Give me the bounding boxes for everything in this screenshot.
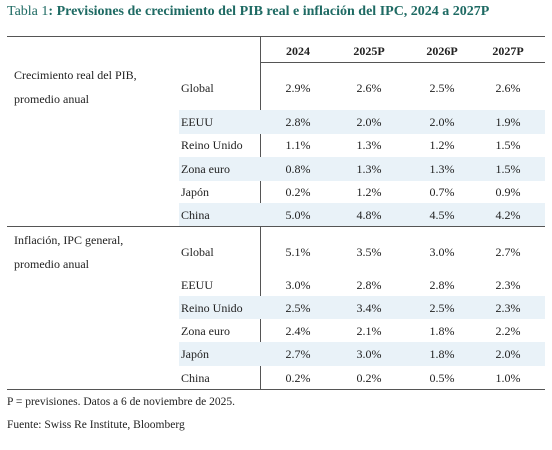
cell-value: 1.8% — [429, 324, 455, 338]
cell-value: 1.3% — [356, 162, 382, 176]
header-2027p: 2027P — [492, 44, 524, 58]
cell-value: 2.8% — [429, 278, 455, 292]
header-2025p: 2025P — [353, 44, 385, 58]
cell-value: 1.2% — [429, 138, 455, 152]
title-text: Previsiones de crecimiento del PIB real … — [56, 4, 490, 19]
cell-value: 3.5% — [356, 245, 382, 259]
row-region: Reino Unido — [181, 301, 243, 315]
cell-value: 2.0% — [429, 115, 455, 129]
cell-value: 4.8% — [356, 208, 382, 222]
cell-value: 0.9% — [495, 185, 521, 199]
row-region: Global — [181, 81, 214, 95]
cell-value: 2.7% — [495, 245, 521, 259]
row-region: China — [181, 208, 210, 222]
row-region: EEUU — [181, 278, 213, 292]
cell-value: 1.5% — [495, 138, 521, 152]
table-bottom-rule — [7, 389, 545, 390]
cell-value: 2.7% — [285, 347, 311, 361]
header-2024: 2024 — [286, 44, 310, 58]
row-region: Japón — [181, 185, 209, 199]
row-shade — [179, 110, 545, 134]
section-label-inflation: Inflación, IPC general, promedio anual — [14, 228, 174, 276]
row-region: China — [181, 371, 210, 385]
cell-value: 1.0% — [495, 371, 521, 385]
cell-value: 1.1% — [285, 138, 311, 152]
cell-value: 3.0% — [285, 278, 311, 292]
cell-value: 2.2% — [495, 324, 521, 338]
cell-value: 3.0% — [429, 245, 455, 259]
section-divider — [7, 226, 545, 227]
title-colon: : — [48, 4, 54, 19]
row-region: Zona euro — [181, 324, 230, 338]
row-shade — [179, 342, 545, 366]
row-shade — [179, 157, 545, 181]
cell-value: 2.8% — [356, 278, 382, 292]
cell-value: 1.5% — [495, 162, 521, 176]
row-region: Global — [181, 245, 214, 259]
cell-value: 0.2% — [285, 371, 311, 385]
cell-value: 2.5% — [285, 301, 311, 315]
cell-value: 2.9% — [285, 81, 311, 95]
header-2026p: 2026P — [426, 44, 458, 58]
cell-value: 2.1% — [356, 324, 382, 338]
row-shade — [179, 203, 545, 226]
cell-value: 0.5% — [429, 371, 455, 385]
cell-value: 5.1% — [285, 245, 311, 259]
cell-value: 2.3% — [495, 301, 521, 315]
cell-value: 2.4% — [285, 324, 311, 338]
cell-value: 0.2% — [356, 371, 382, 385]
table-number: Tabla 1 — [7, 4, 49, 19]
cell-value: 5.0% — [285, 208, 311, 222]
cell-value: 2.6% — [356, 81, 382, 95]
section-label-line: Crecimiento real del PIB, — [14, 68, 137, 82]
cell-value: 1.3% — [429, 162, 455, 176]
cell-value: 1.2% — [356, 185, 382, 199]
cell-value: 2.0% — [356, 115, 382, 129]
row-region: Reino Unido — [181, 138, 243, 152]
cell-value: 0.8% — [285, 162, 311, 176]
section-label-line: promedio anual — [14, 257, 89, 271]
cell-value: 2.5% — [429, 301, 455, 315]
cell-value: 2.8% — [285, 115, 311, 129]
section-label-line: Inflación, IPC general, — [14, 233, 124, 247]
cell-value: 3.4% — [356, 301, 382, 315]
table-title: Tabla 1: Previsiones de crecimiento del … — [7, 4, 489, 20]
row-region: EEUU — [181, 115, 213, 129]
cell-value: 1.8% — [429, 347, 455, 361]
cell-value: 4.2% — [495, 208, 521, 222]
cell-value: 2.5% — [429, 81, 455, 95]
cell-value: 1.9% — [495, 115, 521, 129]
row-region: Zona euro — [181, 162, 230, 176]
row-region: Japón — [181, 347, 209, 361]
footnote: P = previsiones. Datos a 6 de noviembre … — [7, 396, 236, 408]
cell-value: 0.7% — [429, 185, 455, 199]
cell-value: 3.0% — [356, 347, 382, 361]
cell-value: 4.5% — [429, 208, 455, 222]
section-label-line: promedio anual — [14, 92, 89, 106]
cell-value: 1.3% — [356, 138, 382, 152]
cell-value: 2.3% — [495, 278, 521, 292]
source-note: Fuente: Swiss Re Institute, Bloomberg — [7, 419, 185, 431]
row-shade — [179, 296, 545, 319]
header-rule — [260, 62, 545, 63]
table-top-rule — [7, 36, 545, 37]
section-label-gdp: Crecimiento real del PIB, promedio anual — [14, 63, 174, 111]
cell-value: 0.2% — [285, 185, 311, 199]
cell-value: 2.6% — [495, 81, 521, 95]
cell-value: 2.0% — [495, 347, 521, 361]
